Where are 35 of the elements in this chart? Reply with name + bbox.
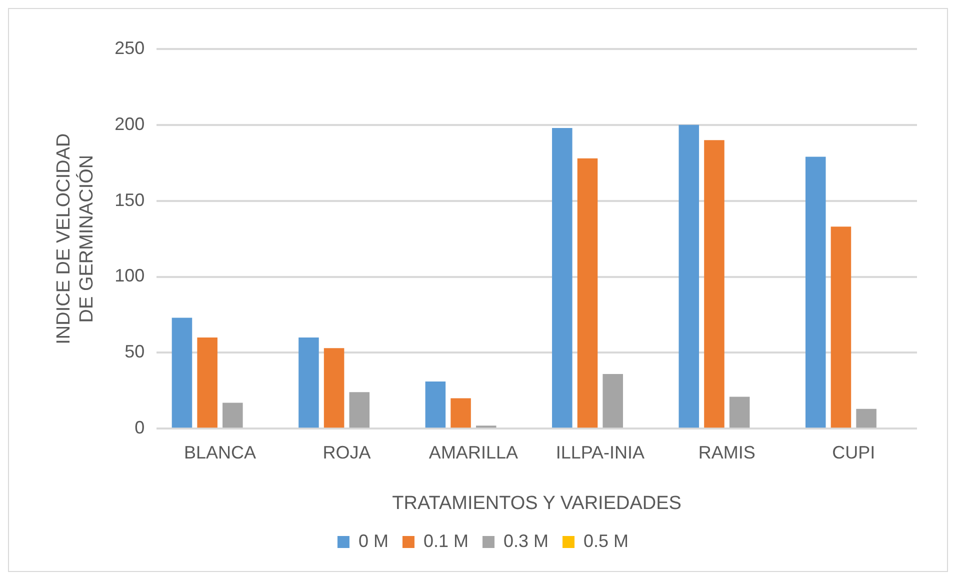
- legend-label: 0 M: [358, 530, 388, 551]
- bar: [704, 140, 724, 428]
- x-tick-label: ILLPA-INIA: [556, 442, 645, 462]
- legend-label: 0.1 M: [423, 530, 469, 551]
- x-tick-label: CUPI: [832, 442, 876, 462]
- x-tick-label: ROJA: [322, 442, 371, 462]
- x-axis-title: TRATAMIENTOS Y VARIEDADES: [392, 492, 682, 514]
- bar: [450, 398, 471, 428]
- y-tick-label: 0: [134, 418, 145, 438]
- bar: [298, 337, 319, 428]
- y-tick-label: 200: [114, 114, 145, 134]
- bar: [805, 156, 826, 428]
- bar: [425, 382, 446, 428]
- x-tick-label: RAMIS: [698, 442, 756, 462]
- bar: [172, 318, 192, 428]
- y-tick-label: 50: [124, 342, 145, 362]
- bar: [349, 392, 370, 428]
- y-tick-label: 100: [114, 266, 145, 286]
- bar: [197, 337, 218, 428]
- x-tick-label: BLANCA: [184, 442, 256, 462]
- x-tick-label: AMARILLA: [428, 442, 518, 462]
- bar: [729, 396, 750, 428]
- bar: [678, 124, 700, 428]
- bar: [856, 408, 876, 428]
- bar: [830, 226, 852, 428]
- y-tick-label: 150: [114, 190, 145, 210]
- legend-label: 0.5 M: [584, 530, 629, 551]
- y-axis-title: INDICE DE VELOCIDAD DE GERMINACIÓN: [54, 133, 98, 344]
- bar: [602, 374, 623, 428]
- y-tick-label: 250: [114, 38, 145, 58]
- bar: [577, 158, 598, 428]
- legend-label: 0.3 M: [503, 530, 549, 551]
- bar: [222, 402, 243, 428]
- bar: [324, 348, 344, 428]
- bar: [552, 128, 572, 428]
